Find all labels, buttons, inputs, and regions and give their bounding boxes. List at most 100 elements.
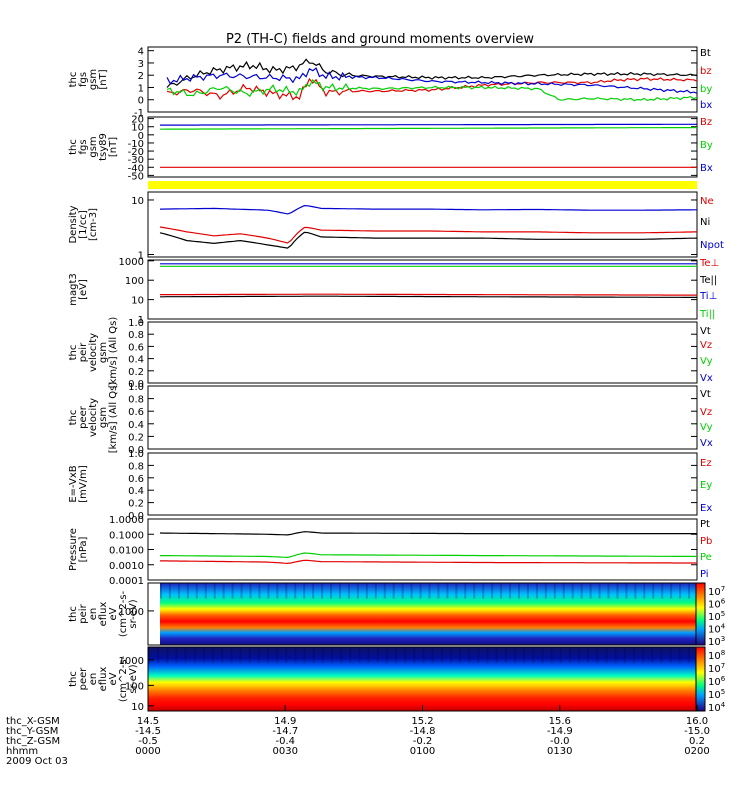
spectrogram-texture	[687, 647, 690, 663]
spectrogram-texture	[294, 583, 297, 599]
colorbar-tick-base: 10	[708, 651, 721, 662]
y-axis-label-line: sr-eV)	[128, 664, 139, 693]
panel-peir-velocity: thcpeirvelocitygsm[km/s] (All Qs) 1.00.80…	[68, 317, 713, 390]
panel-frame	[147, 259, 698, 320]
series-line-black	[159, 531, 697, 536]
spectrogram-texture	[410, 583, 413, 599]
colorbar-tick-base: 10	[708, 637, 721, 648]
spectrogram-texture	[562, 583, 565, 599]
colorbar-tick-exp: 3	[721, 635, 725, 643]
y-axis-label-line: (cm^2-s-	[118, 590, 129, 637]
spectrogram-texture	[482, 583, 485, 599]
spectrogram-texture	[541, 647, 544, 663]
spectrogram-texture	[607, 583, 610, 599]
y-tick-label: 0.2	[128, 432, 144, 443]
series-line-black	[159, 231, 698, 249]
spectrogram-texture	[321, 583, 324, 599]
x-axis-value: 0130	[547, 746, 572, 757]
legend-entry: Vx	[700, 373, 713, 384]
y-tick-label: 0.6	[128, 407, 144, 418]
series-line-blue	[160, 123, 697, 126]
y-tick-label: 0.0	[128, 379, 144, 390]
x-axis-value: 16.0	[686, 716, 708, 727]
y-tick-label: -50	[128, 171, 144, 182]
x-axis-row-label: hhmm	[6, 746, 38, 757]
colorbar-tick-exp: 5	[721, 610, 725, 618]
y-axis-label-line: (cm^2-s-	[118, 655, 129, 702]
legend-entry: Ti||	[699, 309, 715, 320]
spectrogram-texture	[195, 583, 198, 599]
x-axis-value: -14.8	[410, 726, 436, 737]
panel-frame	[147, 321, 698, 384]
y-tick-label: 10	[131, 296, 144, 307]
spectrogram-texture	[446, 583, 449, 599]
y-axis-label-line: peir	[78, 603, 89, 623]
spectrogram-texture	[523, 647, 526, 663]
panel-frame	[147, 116, 698, 178]
panel-efield: E=-VxB[mV/m] 1.00.8 0.60.4 0.20.0 Ez Ey Ex	[68, 449, 712, 522]
spectrogram-texture	[598, 583, 601, 599]
spectrogram-texture	[340, 647, 343, 663]
y-axis-label: E=-VxB[mV/m]	[68, 465, 89, 503]
colorbar-tick-exp: 4	[721, 701, 726, 709]
series-line-black	[160, 295, 697, 298]
y-tick-label: 0.8	[128, 461, 144, 472]
spectrogram-texture	[385, 647, 388, 663]
legend-entry: Pt	[700, 519, 710, 530]
x-axis-value: -0.5	[138, 736, 158, 747]
spectrogram-texture	[312, 583, 315, 599]
spectrogram-texture	[504, 647, 507, 663]
y-axis-label-line: en	[88, 673, 99, 686]
spectrogram-texture	[455, 583, 458, 599]
y-axis-label-line: [1/cc]	[78, 210, 89, 239]
y-axis-label-line: [nPa]	[78, 536, 89, 562]
spectrogram-texture	[356, 583, 359, 599]
y-axis-label-line: magt3	[68, 273, 79, 306]
spectrogram-texture	[267, 583, 270, 599]
spectrogram-texture	[642, 647, 645, 663]
spectrogram-texture	[376, 647, 379, 663]
x-axis-value: -15.0	[684, 726, 710, 737]
y-tick-label: 1	[138, 251, 144, 262]
spectrogram-texture	[440, 647, 443, 663]
series-line-red	[166, 77, 698, 101]
spectrogram-texture	[202, 647, 205, 663]
spectrogram-texture	[616, 583, 619, 599]
spectrogram-texture	[231, 583, 234, 599]
series-line-red	[159, 226, 697, 244]
y-tick-label: 0.0010	[109, 561, 144, 572]
panel-peer-velocity: thcpeervelocitygsm[km/s] (All Qs) 1.00.80…	[68, 382, 713, 456]
y-tick-label: 1.0000	[109, 515, 144, 526]
colorbar-tick-exp: 7	[721, 585, 725, 593]
spectrogram-texture	[157, 647, 160, 663]
y-axis-label-line: fgs	[78, 72, 89, 87]
y-axis-label: thcpeerenefluxeV(cm^2-s-sr-eV)	[68, 655, 139, 702]
legend-entry: Bt	[700, 48, 711, 59]
spectrogram-texture	[580, 583, 583, 599]
y-axis-label-line: peer	[78, 667, 89, 691]
panel-density: Density[1/cc][cm-3] 10 1 Ne Ni Npot	[68, 191, 724, 262]
y-axis-label-line: Density	[68, 205, 79, 243]
legend-entry: Pe	[700, 552, 712, 563]
y-axis-label-line: thc	[68, 139, 79, 155]
colorbar-tick-base: 10	[708, 587, 721, 598]
colorbar-bar	[695, 582, 706, 646]
y-tick-label: 100	[125, 276, 144, 287]
x-axis-value: -14.9	[547, 726, 573, 737]
spectrogram-texture	[669, 647, 672, 663]
spectrogram-texture	[500, 583, 503, 599]
y-tick-label: 3	[138, 59, 144, 70]
y-axis-label-line: thc	[68, 345, 79, 361]
spectrogram-texture	[614, 647, 617, 663]
panel-frame	[147, 518, 698, 581]
spectrogram-texture	[186, 583, 189, 599]
legend-entry: Bz	[700, 117, 712, 128]
spectrogram-texture	[240, 583, 243, 599]
figure-title: P2 (TH-C) fields and ground moments over…	[226, 32, 534, 47]
panel-pressure: Pressure[nPa] 1.0000 0.1000 0.0100 0.0010 0.0…	[68, 515, 712, 587]
spectrogram-texture	[358, 647, 361, 663]
spectrogram-texture	[544, 583, 547, 599]
